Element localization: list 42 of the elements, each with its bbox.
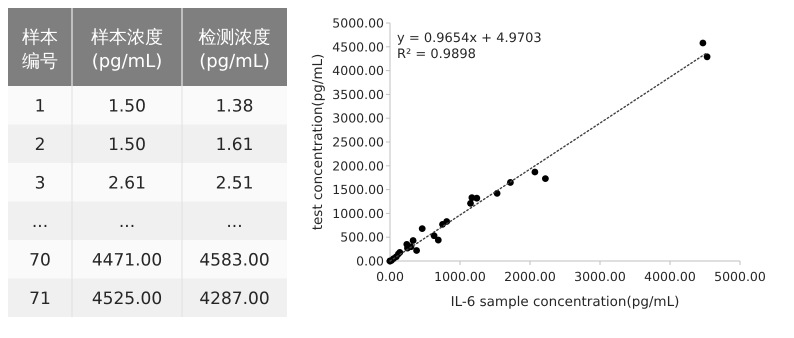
x-tick-label: 2000.00 [504, 269, 556, 284]
y-tick-label: 3000.00 [332, 110, 384, 126]
x-tick-label: 4000.00 [644, 269, 696, 284]
x-tick-label: 1000.00 [434, 269, 486, 284]
text: 4583.00 [199, 250, 270, 270]
y-axis-title: test concentration(pg/mL) [310, 54, 326, 230]
y-tick-label: 2000.00 [332, 158, 384, 174]
y-tick-label: 500.00 [340, 230, 384, 245]
text: 1.38 [216, 96, 254, 116]
y-tick-label: 2500.00 [332, 134, 384, 150]
text: 3 [34, 173, 46, 194]
y-tick-label: 0.00 [356, 254, 384, 268]
y-tick-label: 4500.00 [332, 39, 384, 54]
y-tick-label: 4000.00 [332, 63, 384, 78]
text: 1.61 [216, 134, 254, 155]
text: 70 [29, 250, 51, 270]
text: 2.61 [108, 173, 146, 194]
annotation: y = 0.9654x + 4.9703 [397, 31, 542, 46]
x-tick-label: 0.00 [376, 269, 404, 284]
text: ... [226, 212, 243, 232]
y-tick-label: 5000.00 [332, 16, 384, 30]
text: 1.50 [108, 134, 146, 155]
text: 2 [34, 134, 46, 155]
x-tick-label: 3000.00 [574, 269, 626, 284]
y-tick-label: 1500.00 [332, 182, 384, 198]
text: 4287.00 [199, 288, 270, 309]
category-label: 样本浓度 (pg/mL) [91, 27, 163, 72]
text: 2.51 [216, 173, 254, 194]
text: ... [32, 212, 48, 232]
y-tick-label: 1000.00 [332, 206, 384, 221]
x-axis-title: IL-6 sample concentration(pg/mL) [450, 294, 680, 310]
annotation: R² = 0.9898 [397, 47, 476, 62]
category-label: 检测浓度 (pg/mL) [198, 27, 270, 72]
text: 4471.00 [92, 250, 162, 270]
text: 4525.00 [92, 288, 162, 309]
text: ... [118, 212, 136, 232]
text: 1 [34, 96, 46, 116]
text: 71 [29, 288, 51, 309]
x-tick-label: 5000.00 [714, 269, 766, 284]
category-label: 样本编号 [22, 27, 58, 72]
y-tick-label: 3500.00 [332, 86, 384, 102]
text: 1.50 [108, 96, 146, 116]
